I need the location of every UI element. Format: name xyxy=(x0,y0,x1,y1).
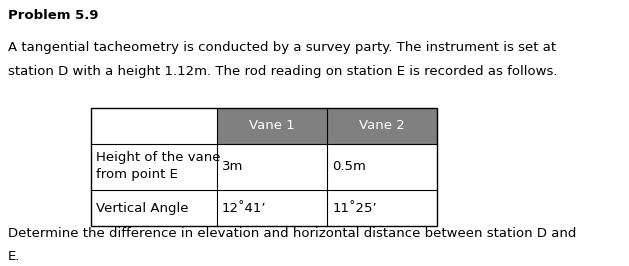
Text: Problem 5.9: Problem 5.9 xyxy=(8,9,99,22)
Text: from point E: from point E xyxy=(96,168,178,181)
Text: Height of the vane: Height of the vane xyxy=(96,151,221,164)
Text: Vertical Angle: Vertical Angle xyxy=(96,202,189,215)
Text: Vane 1: Vane 1 xyxy=(249,119,295,132)
Text: A tangential tacheometry is conducted by a survey party. The instrument is set a: A tangential tacheometry is conducted by… xyxy=(8,41,556,54)
Text: Vane 2: Vane 2 xyxy=(359,119,405,132)
Text: E.: E. xyxy=(8,250,21,263)
Text: 3m: 3m xyxy=(222,160,243,173)
Text: Determine the difference in elevation and horizontal distance between station D : Determine the difference in elevation an… xyxy=(8,227,577,240)
Text: station D with a height 1.12m. The rod reading on station E is recorded as follo: station D with a height 1.12m. The rod r… xyxy=(8,65,558,78)
Text: 11˚25’: 11˚25’ xyxy=(332,202,377,215)
Text: 0.5m: 0.5m xyxy=(332,160,366,173)
Text: 12˚41’: 12˚41’ xyxy=(222,202,267,215)
